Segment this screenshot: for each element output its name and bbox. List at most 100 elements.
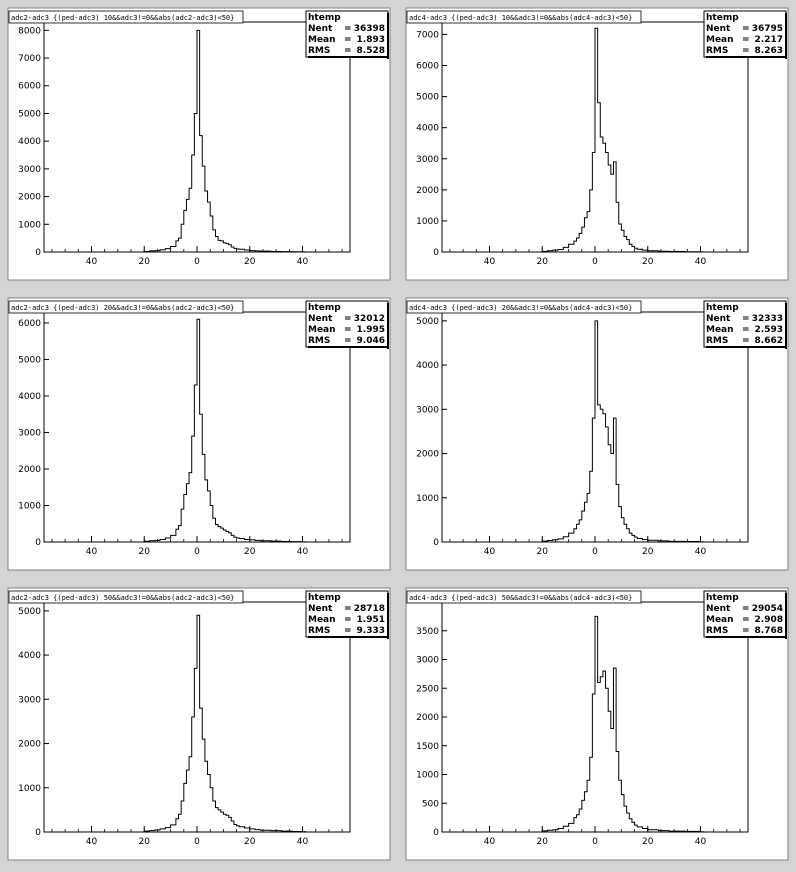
title-box bbox=[8, 10, 244, 24]
histogram-line bbox=[143, 29, 306, 253]
stats-entries-label: Nent bbox=[706, 24, 731, 34]
x-tick-label: 0 bbox=[194, 257, 200, 267]
histogram-line bbox=[541, 27, 704, 253]
y-tick-label: 3000 bbox=[416, 656, 439, 666]
stats-mean-equals: = bbox=[742, 35, 750, 45]
stats-mean-label: Mean bbox=[706, 35, 734, 45]
stats-mean-value: 1.951 bbox=[357, 615, 385, 625]
x-tick-label: 20 bbox=[139, 547, 151, 557]
stats-mean-equals: = bbox=[344, 35, 352, 45]
x-tick-label: 40 bbox=[695, 257, 707, 267]
x-tick-label: 0 bbox=[194, 547, 200, 557]
histogram-title: adc2-adc3 {(ped-adc3) 50&&adc3!=0&&abs(a… bbox=[11, 594, 234, 602]
y-tick-label: 5000 bbox=[416, 317, 439, 327]
histogram-line bbox=[143, 614, 306, 833]
x-tick-label: 40 bbox=[297, 257, 309, 267]
y-tick-label: 7000 bbox=[416, 30, 439, 40]
stats-header: htemp bbox=[308, 303, 341, 313]
y-tick-label: 1000 bbox=[18, 220, 41, 230]
stats-mean-value: 1.893 bbox=[357, 35, 385, 45]
x-tick-label: 40 bbox=[484, 257, 496, 267]
stats-box bbox=[703, 10, 787, 58]
y-tick-label: 3500 bbox=[416, 627, 439, 637]
x-tick-label: 40 bbox=[695, 837, 707, 847]
stats-entries-value: 32333 bbox=[752, 314, 783, 324]
title-box bbox=[406, 10, 642, 24]
stats-box bbox=[703, 590, 787, 638]
y-tick-label: 2500 bbox=[416, 684, 439, 694]
stats-entries-value: 28718 bbox=[354, 604, 385, 614]
y-tick-label: 0 bbox=[433, 828, 439, 838]
stats-entries-equals: = bbox=[344, 604, 352, 614]
stats-mean-equals: = bbox=[344, 615, 352, 625]
histogram-panel-6: adc4-adc3 {(ped-adc3) 50&&adc3!=0&&abs(a… bbox=[398, 580, 796, 870]
stats-rms-value: 9.333 bbox=[357, 626, 385, 636]
stats-mean-value: 2.593 bbox=[755, 325, 783, 335]
stats-rms-label: RMS bbox=[308, 336, 330, 346]
stats-rms-value: 8.768 bbox=[755, 626, 783, 636]
stats-mean-value: 1.995 bbox=[357, 325, 385, 335]
stats-mean-label: Mean bbox=[706, 325, 734, 335]
y-tick-label: 4000 bbox=[18, 651, 41, 661]
stats-mean-equals: = bbox=[742, 325, 750, 335]
y-tick-label: 4000 bbox=[18, 392, 41, 402]
stats-mean-label: Mean bbox=[308, 615, 336, 625]
y-tick-label: 3000 bbox=[18, 695, 41, 705]
y-tick-label: 1000 bbox=[18, 501, 41, 511]
x-tick-label: 20 bbox=[537, 547, 549, 557]
stats-rms-value: 9.046 bbox=[357, 336, 385, 346]
histogram-panel-4: adc4-adc3 {(ped-adc3) 20&&adc3!=0&&abs(a… bbox=[398, 290, 796, 580]
stats-mean-label: Mean bbox=[706, 615, 734, 625]
stats-mean-value: 2.217 bbox=[755, 35, 783, 45]
x-tick-label: 20 bbox=[244, 547, 256, 557]
x-tick-label: 20 bbox=[537, 837, 549, 847]
y-tick-label: 3000 bbox=[416, 155, 439, 165]
stats-rms-equals: = bbox=[742, 336, 750, 346]
histogram-svg: adc2-adc3 {(ped-adc3) 50&&adc3!=0&&abs(a… bbox=[7, 587, 391, 861]
y-tick-label: 500 bbox=[422, 799, 439, 809]
histogram-panel-1: adc2-adc3 {(ped-adc3) 10&&adc3!=0&&abs(a… bbox=[0, 0, 398, 290]
stats-header: htemp bbox=[308, 593, 341, 603]
stats-rms-equals: = bbox=[344, 46, 352, 56]
stats-entries-equals: = bbox=[742, 604, 750, 614]
y-tick-label: 5000 bbox=[18, 607, 41, 617]
stats-box bbox=[703, 300, 787, 348]
x-tick-label: 20 bbox=[244, 257, 256, 267]
stats-rms-equals: = bbox=[742, 46, 750, 56]
stats-rms-value: 8.662 bbox=[755, 336, 783, 346]
y-tick-label: 1000 bbox=[18, 784, 41, 794]
stats-entries-value: 32012 bbox=[354, 314, 385, 324]
y-tick-label: 2000 bbox=[416, 713, 439, 723]
y-tick-label: 7000 bbox=[18, 54, 41, 64]
stats-rms-equals: = bbox=[742, 626, 750, 636]
x-tick-label: 40 bbox=[695, 547, 707, 557]
y-tick-label: 8000 bbox=[18, 26, 41, 36]
y-tick-label: 6000 bbox=[416, 62, 439, 72]
stats-mean-label: Mean bbox=[308, 325, 336, 335]
x-tick-label: 20 bbox=[139, 257, 151, 267]
y-tick-label: 0 bbox=[433, 538, 439, 548]
title-box bbox=[8, 300, 244, 314]
stats-entries-value: 36795 bbox=[752, 24, 783, 34]
stats-rms-label: RMS bbox=[706, 336, 728, 346]
stats-header: htemp bbox=[706, 13, 739, 23]
title-box bbox=[406, 590, 642, 604]
stats-box bbox=[305, 10, 389, 58]
stats-mean-value: 2.908 bbox=[755, 615, 783, 625]
stats-mean-label: Mean bbox=[308, 35, 336, 45]
histogram-panel-2: adc4-adc3 {(ped-adc3) 10&&adc3!=0&&abs(a… bbox=[398, 0, 796, 290]
y-tick-label: 0 bbox=[35, 248, 41, 258]
y-tick-label: 6000 bbox=[18, 319, 41, 329]
stats-rms-label: RMS bbox=[308, 46, 330, 56]
stats-rms-value: 8.528 bbox=[357, 46, 385, 56]
x-tick-label: 20 bbox=[537, 257, 549, 267]
y-tick-label: 4000 bbox=[18, 137, 41, 147]
stats-entries-label: Nent bbox=[706, 604, 731, 614]
stats-header: htemp bbox=[706, 593, 739, 603]
stats-rms-equals: = bbox=[344, 626, 352, 636]
y-tick-label: 1500 bbox=[416, 742, 439, 752]
histogram-title: adc2-adc3 {(ped-adc3) 10&&adc3!=0&&abs(a… bbox=[11, 14, 234, 22]
histogram-title: adc2-adc3 {(ped-adc3) 20&&adc3!=0&&abs(a… bbox=[11, 304, 234, 312]
title-box bbox=[8, 590, 244, 604]
histogram-title: adc4-adc3 {(ped-adc3) 10&&adc3!=0&&abs(a… bbox=[409, 14, 632, 22]
